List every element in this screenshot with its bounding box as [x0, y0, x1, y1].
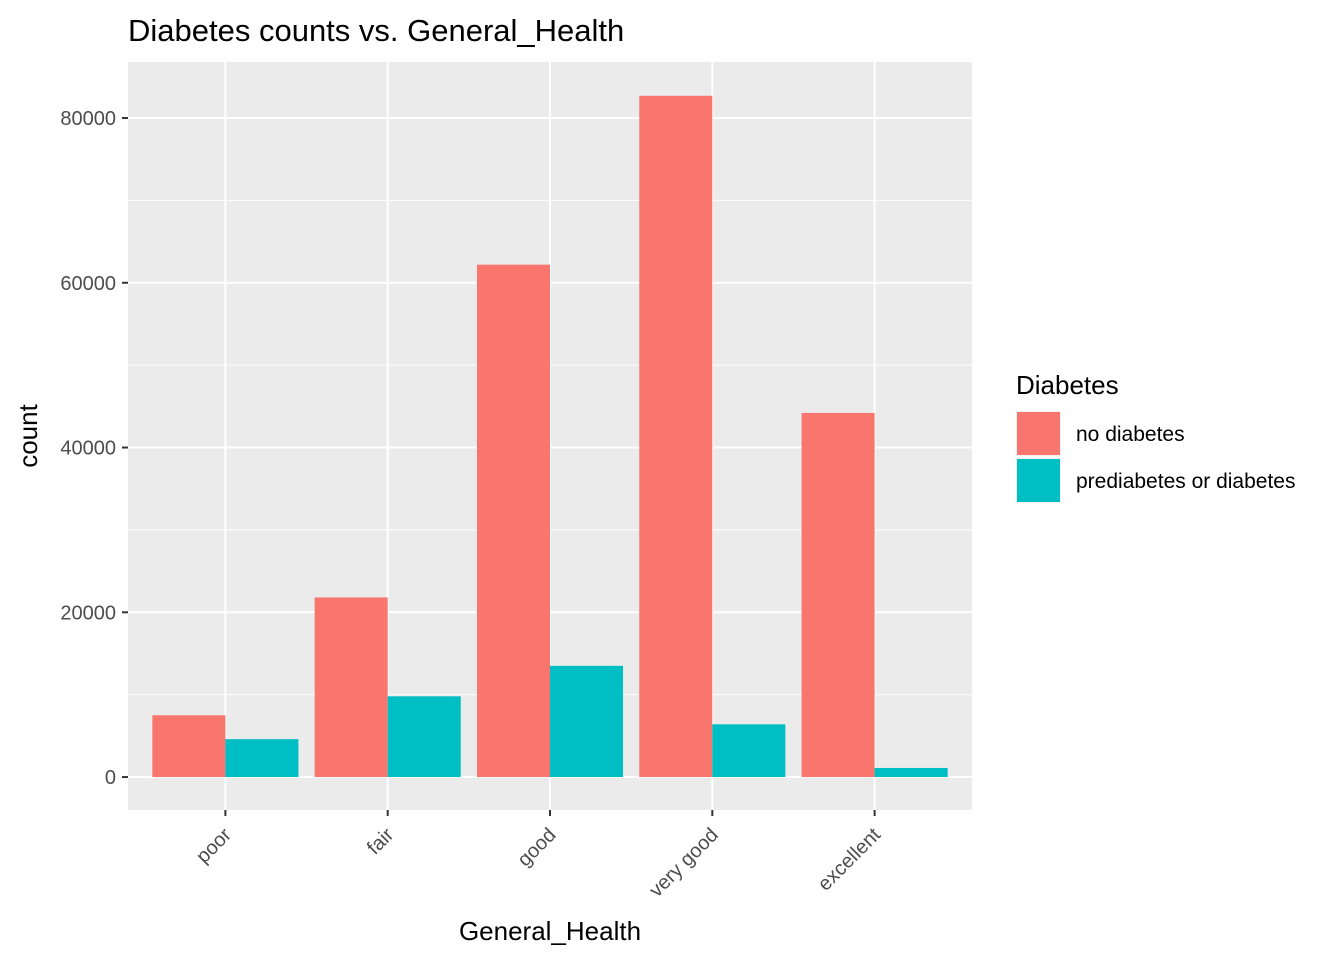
- chart-title: Diabetes counts vs. General_Health: [128, 13, 624, 48]
- bar: [874, 767, 948, 778]
- legend-label: prediabetes or diabetes: [1076, 470, 1296, 493]
- bar: [639, 95, 713, 778]
- y-tick-label: 40000: [60, 438, 116, 460]
- bar: [801, 412, 875, 778]
- bars-group: [152, 95, 948, 778]
- x-tick-label: excellent: [814, 824, 886, 896]
- legend-title: Diabetes: [1016, 370, 1119, 400]
- legend-swatch: [1017, 459, 1060, 502]
- bar: [314, 597, 388, 778]
- legend: Diabetes no diabetes prediabetes or diabe…: [1016, 370, 1296, 503]
- bar: [387, 696, 461, 778]
- x-tick-label: fair: [363, 824, 398, 859]
- x-axis-title: General_Health: [459, 916, 641, 946]
- bar: [550, 665, 624, 778]
- y-tick-label: 0: [105, 767, 116, 789]
- bar: [476, 264, 550, 778]
- y-tick-label: 20000: [60, 602, 116, 624]
- y-axis-title: count: [13, 403, 43, 467]
- y-tick-label: 80000: [60, 108, 116, 130]
- bar: [712, 724, 786, 778]
- x-axis-ticks: poor fair good very good excellent: [192, 810, 885, 902]
- x-tick-label: poor: [192, 824, 236, 868]
- x-tick-label: good: [514, 824, 561, 871]
- y-tick-label: 60000: [60, 273, 116, 295]
- x-tick-label: very good: [645, 824, 723, 902]
- legend-swatch: [1017, 412, 1060, 455]
- legend-label: no diabetes: [1076, 423, 1185, 446]
- bar: [152, 715, 226, 778]
- y-axis-ticks: 0 20000 40000 60000 80000: [60, 108, 128, 789]
- bar: [225, 739, 299, 778]
